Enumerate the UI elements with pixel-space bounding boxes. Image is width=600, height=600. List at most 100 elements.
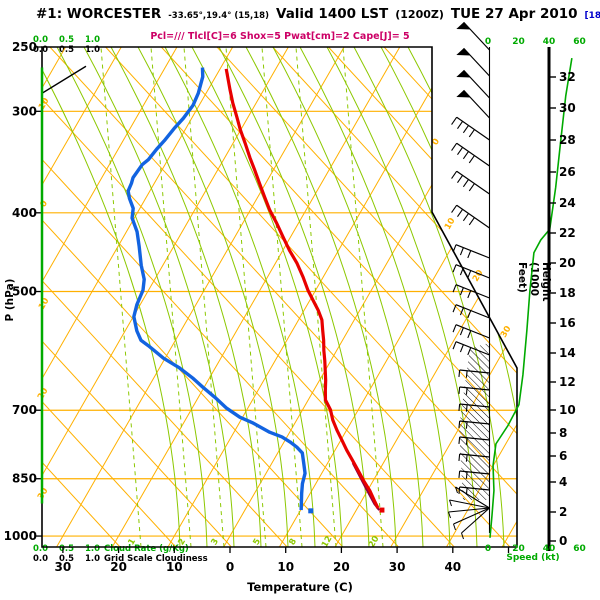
moist-adiabat-line [353,47,505,547]
grid-cloudiness-profile [41,65,87,501]
plot-frame [41,46,518,548]
svg-text:10: 10 [37,96,52,111]
moist-adiabat-line [83,47,235,547]
wind-barb-b3 [451,204,490,229]
dry-adiabat-line [49,47,511,547]
svg-text:8: 8 [287,537,299,547]
svg-text:40: 40 [543,544,556,554]
svg-text:10: 10 [559,403,576,417]
temperature-axis-title: Temperature (C) [247,580,353,594]
wind-barb-b3 [451,170,490,195]
svg-text:20: 20 [512,544,525,554]
wind-barb-b2 [452,264,490,279]
svg-text:700: 700 [12,403,37,417]
wind-barb-b3 [451,116,490,141]
cloud-scale-top-green-0: 0.0 [33,35,49,45]
wind-barb-short [458,420,490,429]
svg-text:1: 1 [126,537,138,547]
svg-text:32: 32 [559,70,576,84]
mixing-ratio-line [225,47,267,547]
isotherm-line [111,47,401,547]
svg-text:1000: 1000 [4,529,37,543]
station-coords: -33.65°,19.4° (15,18) [168,11,269,21]
svg-text:40: 40 [444,560,461,574]
svg-text:20: 20 [512,37,525,47]
svg-text:10: 10 [443,216,458,231]
wind-barb-fan [448,486,490,540]
svg-text:20: 20 [110,560,127,574]
svg-text:10: 10 [277,560,294,574]
isotherm-line [446,47,517,547]
dry-adiabat-line [42,47,177,547]
svg-text:14: 14 [559,346,576,360]
dry-adiabat-line [216,47,517,547]
wind-barb-b2 [452,304,490,319]
moist-adiabat-line [218,47,370,547]
dry-adiabat-line [42,47,399,547]
svg-text:400: 400 [12,206,37,220]
svg-text:30: 30 [55,560,72,574]
moist-adiabat-line [380,47,517,547]
wind-barb-short [458,436,490,445]
isotherm-line [42,47,289,547]
svg-text:0: 0 [485,37,491,47]
isotherm-line [56,47,345,547]
svg-text:10: 10 [166,560,183,574]
isotherm-line [42,47,122,547]
svg-text:18: 18 [559,286,576,300]
isotherm-line [278,47,517,547]
sounding-curves [126,67,385,514]
svg-text:10: 10 [37,296,52,311]
svg-text:2: 2 [559,505,567,519]
svg-text:0: 0 [559,534,567,548]
mixing-ratio-line [295,47,337,547]
dry-adiabat-line [272,47,517,547]
cloud-scale-top-black-2: 1.0 [85,45,101,55]
svg-text:26: 26 [559,165,576,179]
mixing-ratio-line [100,47,142,547]
dry-adiabat-line [42,47,232,547]
pressure-axis: 250 300 400 500 700 850 1000 [4,40,42,543]
wind-barb-b2 [452,341,490,356]
svg-text:250: 250 [12,40,37,54]
wind-barb-short [458,403,490,412]
svg-text:16: 16 [559,316,576,330]
wind-barb-short [458,386,490,395]
wind-barb-b2 [452,324,490,339]
surface-dewpoint-marker [308,508,314,514]
moist-adiabat-line [56,47,208,547]
grid-cloud-bot-2: 1.0 [85,554,101,564]
stability-indices: Pcl=/// Tlcl[C]=6 Shox=5 Pwat[cm]=2 Cape… [150,31,410,42]
grid-cloud-bot-1: 0.5 [59,554,75,564]
svg-text:6: 6 [559,449,567,463]
valid-time: Valid 1400 LST [275,6,389,22]
wind-barb-flag [456,47,490,77]
wind-speed-curve [489,57,573,538]
svg-text:20: 20 [36,386,51,401]
moist-adiabat-line [299,47,451,547]
svg-text:4: 4 [559,475,567,489]
wind-barb-short [458,453,490,462]
cloud-scale-top-black-1: 0.5 [59,45,75,55]
wind-barb-short [458,470,490,479]
svg-text:28: 28 [559,133,576,147]
isotherm-line [0,47,10,547]
mixing-ratio-line [261,47,303,547]
svg-text:22: 22 [559,226,576,240]
wind-barb-flag [456,21,490,51]
surface-temp-marker [379,507,385,513]
svg-text:2: 2 [176,537,188,547]
moist-adiabat-line [137,47,289,547]
svg-text:40: 40 [543,37,556,47]
svg-text:500: 500 [12,285,37,299]
svg-text:8: 8 [559,426,567,440]
cloud-scale-bot-green-1: 0.5 [59,544,75,554]
cloud-scale-top-black-0: 0.0 [33,45,49,55]
moist-adiabat-line [110,47,262,547]
temperature-curve [224,68,380,509]
temperature-axis: 30 20 10 0 10 20 30 40 [55,547,510,574]
valid-zulu: (1200Z) [395,8,444,21]
dry-adiabat-line [42,47,288,547]
svg-text:0: 0 [485,544,491,554]
